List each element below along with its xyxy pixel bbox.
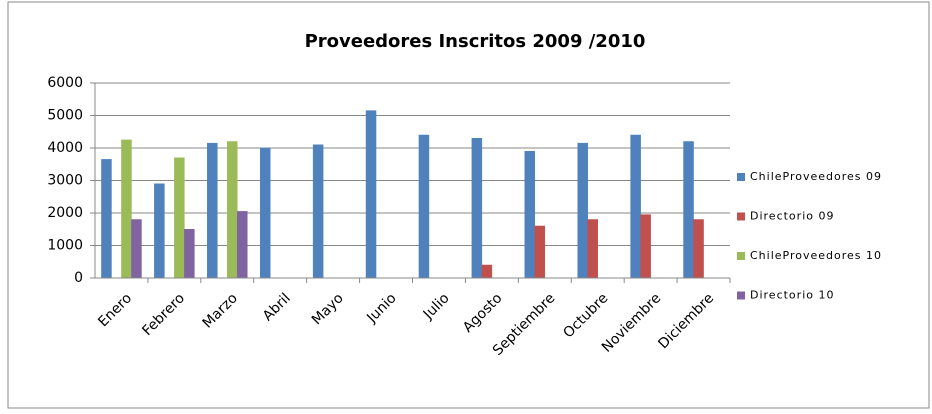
legend-label: ChileProveedores 10 bbox=[750, 249, 882, 262]
legend-label: ChileProveedores 09 bbox=[750, 170, 882, 183]
y-tick-label: 3000 bbox=[47, 173, 83, 189]
bar bbox=[312, 144, 324, 279]
bar bbox=[418, 134, 430, 279]
chart-border bbox=[7, 1, 930, 409]
bar bbox=[481, 264, 493, 279]
bar bbox=[184, 229, 195, 279]
bar bbox=[365, 110, 377, 279]
bar bbox=[121, 139, 132, 279]
chart-title: Proveedores Inscritos 2009 /2010 bbox=[305, 31, 646, 52]
bar bbox=[587, 219, 598, 279]
legend-swatch bbox=[737, 173, 745, 181]
bar bbox=[154, 183, 165, 279]
bar bbox=[237, 211, 248, 279]
y-tick-label: 6000 bbox=[47, 75, 83, 91]
bar bbox=[207, 142, 218, 279]
y-tick-label: 0 bbox=[74, 270, 83, 286]
bar bbox=[101, 159, 112, 279]
legend-swatch bbox=[737, 252, 745, 260]
legend-swatch bbox=[737, 291, 745, 300]
bar bbox=[683, 141, 694, 279]
bar bbox=[693, 219, 704, 279]
bar bbox=[131, 219, 142, 279]
legend-label: Directorio 09 bbox=[750, 210, 834, 223]
bar bbox=[259, 147, 271, 279]
bar bbox=[577, 142, 588, 279]
y-tick-label: 5000 bbox=[47, 108, 83, 124]
y-tick-label: 1000 bbox=[47, 238, 83, 254]
y-tick-label: 4000 bbox=[47, 140, 83, 156]
bar bbox=[471, 138, 483, 279]
y-tick-label: 2000 bbox=[47, 205, 83, 221]
bar bbox=[640, 214, 651, 279]
bar bbox=[227, 141, 238, 279]
legend-label: Directorio 10 bbox=[750, 289, 834, 302]
bar bbox=[524, 151, 536, 279]
legend-swatch bbox=[737, 212, 745, 221]
bar bbox=[534, 225, 546, 279]
bar bbox=[174, 157, 185, 279]
bar bbox=[630, 134, 641, 279]
